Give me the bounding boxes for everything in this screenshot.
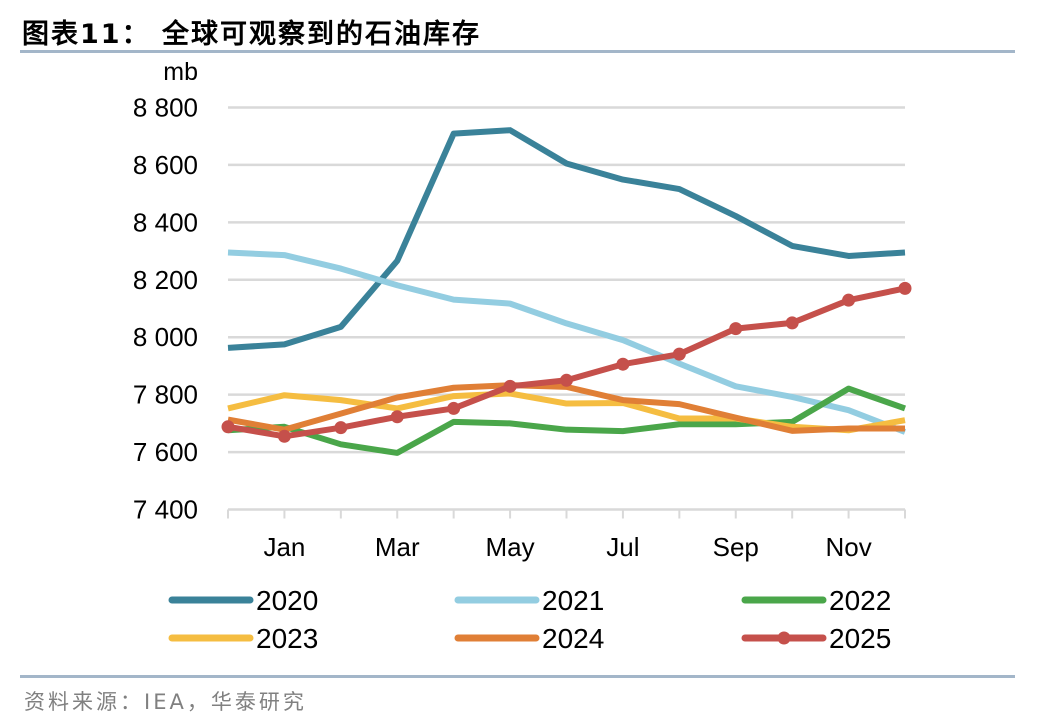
data-point-2025 xyxy=(277,429,291,443)
legend-label-2021: 2021 xyxy=(542,585,604,616)
y-tick-label: 7 800 xyxy=(133,380,198,410)
x-tick-label: Mar xyxy=(375,532,420,562)
x-tick-label: May xyxy=(486,532,535,562)
y-tick-label: 8 400 xyxy=(133,207,198,237)
data-point-2025 xyxy=(842,293,856,307)
legend-label-2022: 2022 xyxy=(829,585,891,616)
y-axis: 7 400 7 600 7 800 8 000 8 200 8 400 8 600 8 800 xyxy=(133,93,198,525)
legend-label-2025: 2025 xyxy=(829,623,891,654)
series-lines xyxy=(221,127,912,456)
legend-label-2023: 2023 xyxy=(256,623,318,654)
legend-label-2020: 2020 xyxy=(256,585,318,616)
y-axis-unit: mb xyxy=(163,58,198,86)
series-line-2021 xyxy=(227,249,907,435)
series-line-2022 xyxy=(227,385,906,456)
title-divider xyxy=(20,50,1015,53)
data-point-2025 xyxy=(334,421,348,435)
data-point-2025 xyxy=(729,322,743,336)
source-divider xyxy=(20,675,1015,678)
data-point-2025 xyxy=(503,379,517,393)
gridlines xyxy=(228,106,905,511)
x-tick-label: Sep xyxy=(713,532,759,562)
x-tick-label: Jan xyxy=(263,532,305,562)
y-tick-label: 8 200 xyxy=(133,265,198,295)
data-point-2025 xyxy=(672,347,686,361)
data-point-2025 xyxy=(390,410,404,424)
y-tick-label: 7 400 xyxy=(133,495,198,525)
y-tick-label: 8 000 xyxy=(133,322,198,352)
x-tick-label: Nov xyxy=(825,532,871,562)
y-tick-label: 8 800 xyxy=(133,93,198,123)
legend: 2020 2021 2022 2023 2024 2025 xyxy=(168,585,891,654)
chart-title: 图表11： 全球可观察到的石油库存 xyxy=(22,19,481,50)
legend-marker-2025 xyxy=(777,631,791,645)
data-point-2025 xyxy=(221,420,235,434)
x-axis: Jan Mar May Jul Sep Nov xyxy=(227,509,906,562)
y-tick-label: 7 600 xyxy=(133,437,198,467)
x-tick-label: Jul xyxy=(606,532,639,562)
series-line-2023 xyxy=(227,390,906,434)
series-line-2020 xyxy=(227,127,906,351)
data-point-2025 xyxy=(447,401,461,415)
y-tick-label: 8 600 xyxy=(133,150,198,180)
legend-label-2024: 2024 xyxy=(542,623,604,654)
data-point-2025 xyxy=(616,357,630,371)
data-point-2025 xyxy=(898,281,912,295)
data-point-2025 xyxy=(560,373,573,387)
source-note: 资料来源：IEA，华泰研究 xyxy=(24,690,307,714)
series-line-2024 xyxy=(227,382,905,434)
data-point-2025 xyxy=(785,316,799,330)
